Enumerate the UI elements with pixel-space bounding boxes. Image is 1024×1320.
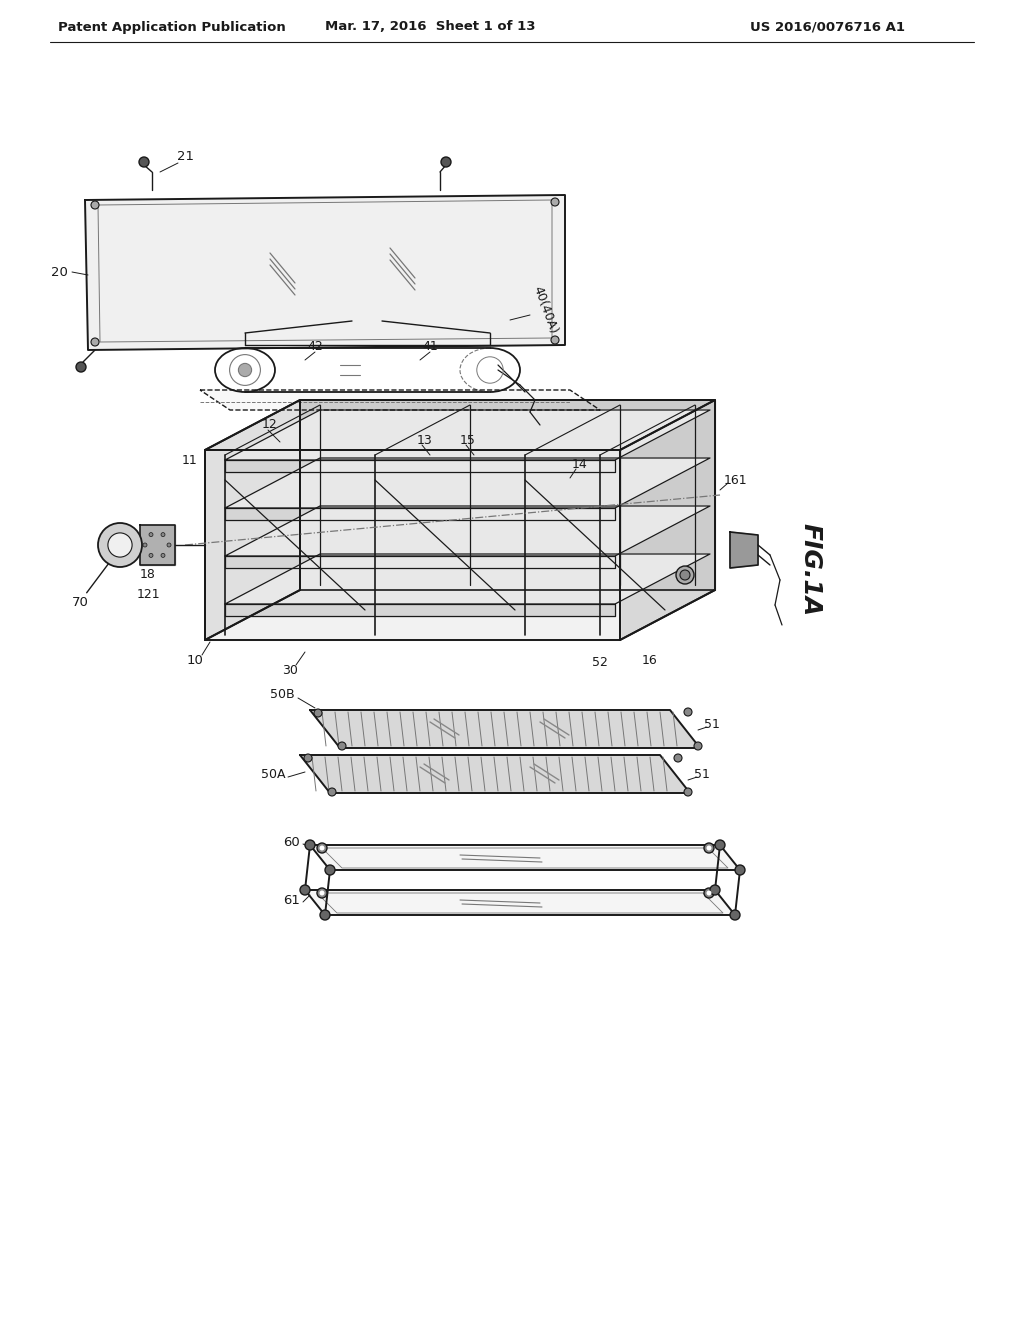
- Text: 51: 51: [694, 768, 710, 781]
- Circle shape: [91, 338, 99, 346]
- Polygon shape: [317, 894, 723, 913]
- Circle shape: [328, 788, 336, 796]
- Circle shape: [715, 840, 725, 850]
- Polygon shape: [225, 605, 615, 616]
- Text: 42: 42: [307, 341, 323, 354]
- Circle shape: [91, 201, 99, 209]
- Circle shape: [551, 337, 559, 345]
- Circle shape: [76, 362, 86, 372]
- Polygon shape: [200, 389, 600, 411]
- Circle shape: [674, 754, 682, 762]
- Circle shape: [319, 909, 330, 920]
- Circle shape: [314, 709, 322, 717]
- Polygon shape: [225, 459, 615, 473]
- Text: 61: 61: [283, 894, 300, 907]
- Circle shape: [300, 884, 310, 895]
- Circle shape: [551, 198, 559, 206]
- Polygon shape: [98, 201, 552, 342]
- Circle shape: [239, 363, 252, 376]
- Polygon shape: [205, 450, 620, 640]
- Text: 40(40A): 40(40A): [530, 284, 559, 335]
- Circle shape: [705, 888, 714, 898]
- Circle shape: [98, 523, 142, 568]
- Circle shape: [167, 543, 171, 546]
- Polygon shape: [85, 195, 565, 350]
- Text: 11: 11: [182, 454, 198, 466]
- Circle shape: [150, 553, 153, 557]
- Text: US 2016/0076716 A1: US 2016/0076716 A1: [750, 21, 905, 33]
- Polygon shape: [205, 400, 300, 640]
- Polygon shape: [140, 525, 175, 565]
- Text: 18: 18: [140, 569, 156, 582]
- Circle shape: [305, 840, 315, 850]
- Circle shape: [710, 884, 720, 895]
- Circle shape: [684, 788, 692, 796]
- Polygon shape: [305, 890, 735, 915]
- Text: 50B: 50B: [270, 689, 295, 701]
- Polygon shape: [225, 556, 615, 568]
- Circle shape: [161, 553, 165, 557]
- Text: Mar. 17, 2016  Sheet 1 of 13: Mar. 17, 2016 Sheet 1 of 13: [325, 21, 536, 33]
- Polygon shape: [225, 411, 710, 459]
- Polygon shape: [300, 400, 715, 590]
- Circle shape: [441, 157, 451, 168]
- Circle shape: [319, 846, 325, 850]
- Text: 16: 16: [642, 653, 657, 667]
- Text: 12: 12: [262, 418, 278, 432]
- Circle shape: [705, 843, 714, 853]
- Circle shape: [143, 543, 147, 546]
- Text: 30: 30: [282, 664, 298, 676]
- Circle shape: [684, 708, 692, 715]
- Circle shape: [139, 157, 150, 168]
- Circle shape: [325, 865, 335, 875]
- Text: 10: 10: [186, 653, 204, 667]
- Polygon shape: [730, 532, 758, 568]
- Text: 161: 161: [723, 474, 746, 487]
- Text: 14: 14: [572, 458, 588, 471]
- Polygon shape: [322, 847, 728, 869]
- Text: 15: 15: [460, 433, 476, 446]
- Circle shape: [730, 909, 740, 920]
- Polygon shape: [225, 554, 710, 605]
- Text: 60: 60: [284, 836, 300, 849]
- Polygon shape: [225, 508, 615, 520]
- Text: 50A: 50A: [260, 768, 285, 781]
- Circle shape: [304, 754, 312, 762]
- Circle shape: [108, 533, 132, 557]
- Text: 20: 20: [51, 265, 68, 279]
- Circle shape: [707, 846, 712, 850]
- Text: 41: 41: [422, 341, 438, 354]
- Circle shape: [707, 891, 712, 895]
- Circle shape: [317, 843, 327, 853]
- Circle shape: [317, 888, 327, 898]
- Text: 13: 13: [417, 433, 433, 446]
- Circle shape: [338, 742, 346, 750]
- Circle shape: [735, 865, 745, 875]
- Polygon shape: [310, 710, 700, 748]
- Circle shape: [676, 566, 694, 583]
- Polygon shape: [310, 845, 740, 870]
- Polygon shape: [620, 400, 715, 640]
- Text: Patent Application Publication: Patent Application Publication: [58, 21, 286, 33]
- Circle shape: [319, 891, 325, 895]
- Text: 70: 70: [72, 597, 88, 610]
- Text: FIG.1A: FIG.1A: [798, 524, 822, 616]
- Circle shape: [150, 532, 153, 537]
- Circle shape: [694, 742, 702, 750]
- Polygon shape: [225, 458, 710, 508]
- Polygon shape: [300, 755, 690, 793]
- Polygon shape: [225, 506, 710, 556]
- Text: 121: 121: [136, 589, 160, 602]
- Text: 52: 52: [592, 656, 608, 668]
- Polygon shape: [205, 400, 715, 450]
- Text: 51: 51: [705, 718, 720, 731]
- Circle shape: [161, 532, 165, 537]
- Text: 21: 21: [176, 150, 194, 164]
- Circle shape: [680, 570, 690, 579]
